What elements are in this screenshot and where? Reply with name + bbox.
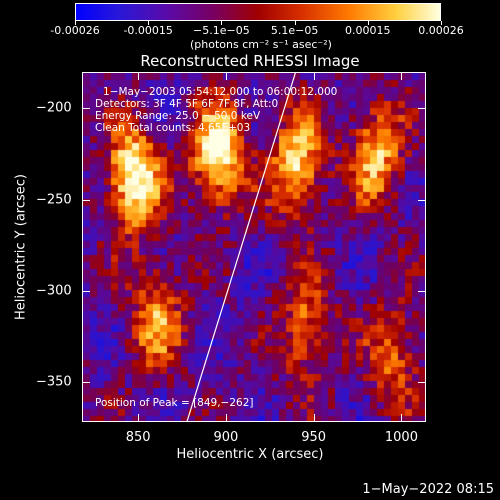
y-tick-mark-right [418, 290, 426, 292]
colorbar-tick-label: -0.00026 [50, 24, 100, 37]
colorbar-unit: (photons cm⁻² s⁻¹ asec⁻²) [190, 38, 332, 51]
y-tick-label: −350 [36, 374, 72, 390]
plot-area: 1−May−2003 05:54:12.000 to 06:00:12.000 … [82, 72, 426, 422]
info-energy-range: Energy Range: 25.0 − 50.0 keV [95, 110, 261, 122]
info-clean-counts: Clean Total counts: 4.65E+03 [95, 122, 251, 134]
y-tick-mark-right [418, 381, 426, 383]
x-tick-mark [401, 414, 403, 422]
x-tick-mark [138, 414, 140, 422]
info-peak-position: Position of Peak = [849,−262] [95, 397, 254, 409]
y-tick-mark [82, 290, 90, 292]
colorbar-tick-label: −5.1e−05 [193, 24, 250, 37]
x-axis-label: Heliocentric X (arcsec) [176, 447, 324, 462]
x-tick-mark [313, 414, 315, 422]
colorbar-tick-label: 5.1e−05 [270, 24, 319, 37]
x-tick-label: 900 [213, 430, 239, 445]
chart-title: Reconstructed RHESSI Image [140, 52, 360, 70]
y-axis-label: Heliocentric Y (arcsec) [13, 174, 29, 320]
colorbar [75, 3, 441, 21]
x-tick-mark-top [138, 72, 140, 80]
x-tick-mark [225, 414, 227, 422]
info-detectors: Detectors: 3F 4F 5F 6F 7F 8F, Att:0 [95, 98, 279, 110]
y-tick-mark-right [418, 108, 426, 110]
colorbar-tick-mark [294, 21, 296, 25]
colorbar-tick-mark [75, 21, 76, 25]
y-tick-mark-right [418, 199, 426, 201]
x-tick-mark-top [225, 72, 227, 80]
y-tick-label: −250 [36, 192, 72, 208]
timestamp: 1−May−2022 08:15 [362, 482, 494, 497]
y-tick-mark [82, 108, 90, 110]
y-tick-label: −300 [36, 283, 72, 299]
colorbar-tick-label: 0.00026 [418, 24, 464, 37]
y-tick-mark [82, 199, 90, 201]
x-tick-label: 1000 [384, 430, 418, 445]
solar-limb-line [186, 73, 296, 421]
x-tick-mark-top [313, 72, 315, 80]
limb-overlay [186, 73, 296, 421]
colorbar-tick-mark [441, 21, 442, 25]
x-tick-label: 950 [301, 430, 327, 445]
heatmap [83, 73, 425, 421]
info-time-range: 1−May−2003 05:54:12.000 to 06:00:12.000 [103, 86, 338, 98]
colorbar-tick-mark [148, 21, 150, 25]
colorbar-tick-mark [367, 21, 369, 25]
x-tick-label: 850 [125, 430, 151, 445]
x-tick-mark-top [401, 72, 403, 80]
colorbar-tick-label: 0.00015 [345, 24, 391, 37]
y-tick-label: −200 [36, 100, 72, 116]
y-tick-mark [82, 381, 90, 383]
colorbar-tick-label: -0.00015 [123, 24, 173, 37]
colorbar-tick-mark [221, 21, 223, 25]
